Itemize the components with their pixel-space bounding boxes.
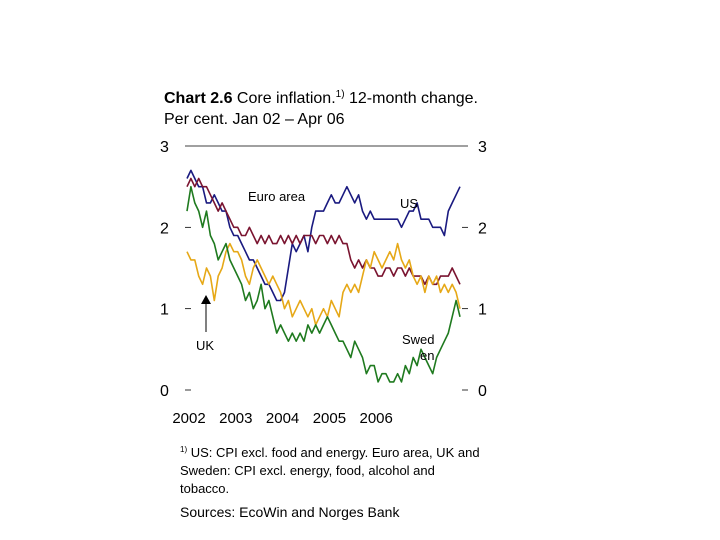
footnote-text: US: CPI excl. food and energy. Euro area… bbox=[180, 445, 480, 496]
chart-axes: 0 0 1 1 2 2 3 3 2002 2003 2004 2005 2006 bbox=[160, 139, 487, 427]
title-footnote-marker: 1) bbox=[335, 89, 345, 100]
x-tick-label: 2003 bbox=[219, 410, 252, 427]
x-tick-label: 2002 bbox=[172, 410, 205, 427]
chart-subtitle: Per cent. Jan 02 – Apr 06 bbox=[164, 111, 345, 128]
uk-arrow-head bbox=[201, 295, 211, 304]
y-tick-label-right: 3 bbox=[478, 139, 487, 156]
series-label-us: US bbox=[400, 196, 418, 211]
x-tick-label: 2006 bbox=[360, 410, 393, 427]
chart-series bbox=[186, 169, 461, 383]
y-tick-label-left: 1 bbox=[160, 302, 169, 319]
y-tick-label-left: 3 bbox=[160, 139, 169, 156]
chart-number: Chart 2.6 bbox=[164, 90, 233, 107]
y-tick-label-right: 1 bbox=[478, 302, 487, 319]
x-tick-label: 2004 bbox=[266, 410, 299, 427]
series-line-uk bbox=[186, 242, 461, 326]
series-line-us bbox=[186, 169, 461, 302]
x-tick-label: 2005 bbox=[313, 410, 346, 427]
series-line-euro-area bbox=[186, 177, 461, 286]
chart-title: Chart 2.6 Core inflation.1) 12-month cha… bbox=[164, 88, 478, 130]
y-tick-label-left: 2 bbox=[160, 220, 169, 237]
chart-annotations: Euro area US UK Swed en bbox=[196, 189, 435, 363]
series-label-uk: UK bbox=[196, 338, 214, 353]
footnote: 1) US: CPI excl. food and energy. Euro a… bbox=[180, 444, 480, 498]
title-text-2: 12-month change. bbox=[344, 90, 478, 107]
y-tick-label-right: 0 bbox=[478, 383, 487, 400]
series-label-sweden: Swed en bbox=[402, 332, 435, 363]
title-text: Core inflation. bbox=[232, 90, 336, 107]
y-tick-label-right: 2 bbox=[478, 220, 487, 237]
footnote-marker: 1) bbox=[180, 445, 188, 454]
y-tick-label-left: 0 bbox=[160, 383, 169, 400]
sources: Sources: EcoWin and Norges Bank bbox=[180, 504, 400, 520]
series-line-sweden bbox=[186, 185, 461, 383]
series-label-euro-area: Euro area bbox=[248, 189, 306, 204]
